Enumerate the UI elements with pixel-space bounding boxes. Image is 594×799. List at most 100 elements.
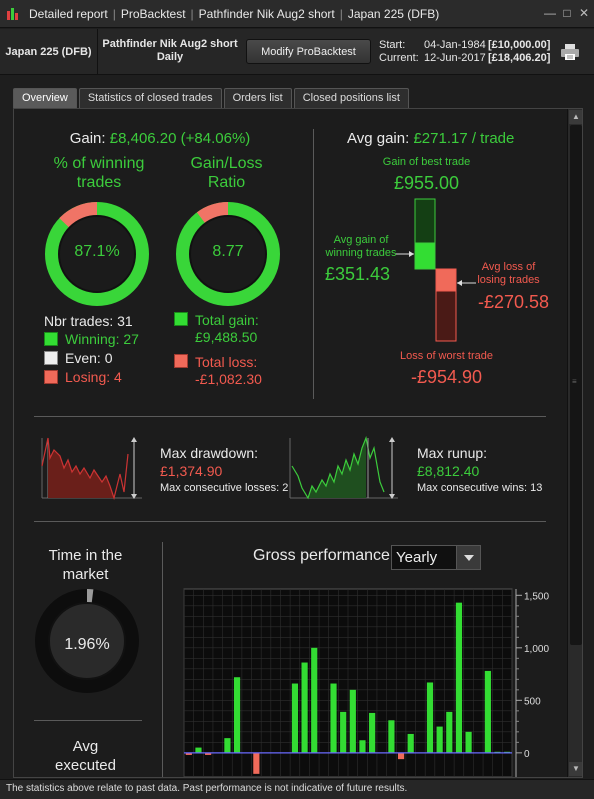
- chart-bar: [205, 752, 212, 755]
- title-strategy: Pathfinder Nik Aug2 short: [198, 6, 335, 21]
- current-label: Current:: [379, 52, 419, 64]
- max-drawdown-label: Max drawdown:: [160, 445, 259, 461]
- winning-swatch: [44, 332, 58, 346]
- gain-summary: Gain: £8,406.20 (+84.06%): [14, 130, 306, 147]
- maximize-icon[interactable]: □: [563, 6, 571, 20]
- chart-bar: [224, 738, 231, 753]
- period-selected: Yearly: [396, 549, 438, 566]
- chart-y-tick-label: 0: [524, 749, 530, 760]
- chart-bar: [195, 747, 202, 753]
- period-select[interactable]: Yearly: [391, 545, 481, 570]
- modify-probacktest-button[interactable]: Modify ProBacktest: [246, 39, 371, 64]
- avg-gain-label: Avg gain:: [347, 130, 410, 147]
- ratio-donut-loss-arc: [196, 202, 229, 224]
- tab-statistics[interactable]: Statistics of closed trades: [78, 88, 222, 108]
- overview-content: Gain: £8,406.20 (+84.06%) % of winning t…: [14, 109, 566, 777]
- avg-loss-label: Avg loss of losing trades: [477, 261, 540, 286]
- overview-panel: Gain: £8,406.20 (+84.06%) % of winning t…: [13, 108, 583, 778]
- chart-bar: [484, 670, 491, 753]
- avg-win-value: £351.43: [325, 264, 391, 284]
- timeframe-label: Daily: [156, 51, 184, 63]
- max-drawdown-value: £1,374.90: [160, 463, 223, 479]
- gross-performance-label: Gross performance: [253, 547, 390, 564]
- gain-label: Gain:: [69, 130, 106, 147]
- title-module: ProBacktest: [120, 6, 186, 21]
- chart-bar: [291, 683, 299, 753]
- chart-bar: [233, 677, 241, 753]
- backtest-info-bar: Japan 225 (DFB) Pathfinder Nik Aug2 shor…: [0, 29, 594, 75]
- max-consecutive-losses: Max consecutive losses: 2: [160, 482, 289, 494]
- ratio-value: 8.77: [212, 243, 244, 260]
- scroll-up-icon[interactable]: ▲: [569, 110, 582, 124]
- gain-loss-ratio-title: Gain/Loss Ratio: [190, 155, 263, 191]
- winning-donut: [45, 202, 149, 306]
- scroll-down-icon[interactable]: ▼: [569, 762, 582, 776]
- close-icon[interactable]: ✕: [578, 6, 590, 20]
- max-consecutive-wins: Max consecutive wins: 13: [417, 482, 543, 494]
- print-icon[interactable]: [560, 43, 580, 61]
- section-divider-3: [34, 720, 142, 721]
- even-count: Even: 0: [65, 350, 113, 366]
- backtest-dates: Start: 04-Jan-1984 [£10,000.00] Current:…: [379, 39, 550, 65]
- strategy-info: Pathfinder Nik Aug2 short Daily: [99, 29, 241, 75]
- chart-bar: [465, 731, 472, 753]
- chart-y-tick-label: 1,000: [524, 644, 549, 655]
- chart-bar: [426, 682, 434, 753]
- time-in-market-title: Time in the market: [48, 547, 123, 583]
- avg-gain-summary: Avg gain: £271.17 / trade: [347, 130, 514, 147]
- current-date: 12-Jun-2017: [424, 52, 486, 64]
- tab-closed-positions[interactable]: Closed positions list: [293, 88, 409, 108]
- chart-y-tick-label: 500: [524, 696, 541, 707]
- gain-value: £8,406.20 (+84.06%): [109, 130, 251, 147]
- chart-bar: [311, 647, 318, 753]
- winning-trades-title: % of winning trades: [53, 155, 145, 191]
- winning-count: Winning: 27: [65, 331, 139, 347]
- chart-bar: [455, 602, 463, 753]
- nbr-trades: Nbr trades: 31: [44, 313, 133, 329]
- chart-bar: [349, 689, 356, 753]
- section-divider-2: [34, 521, 546, 522]
- total-gain: Total gain: £9,488.50: [195, 312, 259, 345]
- chart-bar: [340, 711, 347, 753]
- avg-loss-value: -£270.58: [478, 292, 550, 312]
- instrument-label: Japan 225 (DFB): [0, 29, 98, 75]
- total-loss: Total loss: -£1,082.30: [195, 354, 262, 387]
- time-in-market-donut: [35, 589, 139, 693]
- chart-bar: [407, 733, 414, 753]
- start-capital: [£10,000.00]: [488, 39, 551, 51]
- chart-bar: [301, 662, 308, 753]
- avg-win-label: Avg gain of winning trades: [325, 234, 397, 259]
- drawdown-sparkline: [41, 437, 142, 500]
- winning-pct: 87.1%: [74, 243, 120, 260]
- total-loss-swatch: [174, 354, 188, 368]
- chart-bar: [253, 752, 260, 774]
- max-runup-value: £8,812.40: [417, 463, 480, 479]
- vertical-scrollbar[interactable]: ▲ ≡ ▼: [567, 109, 582, 777]
- chart-bar: [388, 720, 395, 753]
- time-in-market-value: 1.96%: [64, 636, 110, 653]
- section-divider-1: [34, 416, 546, 417]
- chart-bar: [446, 711, 453, 753]
- scroll-grip-icon: ≡: [572, 377, 577, 386]
- tab-bar: Overview Statistics of closed trades Ord…: [13, 88, 411, 108]
- title-instrument: Japan 225 (DFB): [347, 6, 440, 21]
- gross-performance-chart: 0 500 1,000 1,500: [183, 588, 549, 777]
- worst-trade-label: Loss of worst trade: [400, 350, 493, 362]
- trade-range-graphic: [396, 198, 476, 342]
- chevron-down-icon[interactable]: [456, 546, 480, 569]
- winning-donut-loss-arc: [59, 202, 98, 229]
- chart-bar: [359, 740, 366, 753]
- chart-bar: [330, 683, 337, 753]
- tab-overview[interactable]: Overview: [13, 88, 77, 108]
- minimize-icon[interactable]: —: [544, 6, 556, 20]
- best-trade-value: £955.00: [393, 173, 460, 193]
- scroll-thumb[interactable]: [570, 125, 582, 645]
- candlestick-app-icon: [6, 7, 20, 21]
- avg-executed-title: Avg executed: [55, 738, 116, 774]
- runup-sparkline: [289, 436, 398, 500]
- chart-bar: [369, 712, 376, 753]
- total-gain-swatch: [174, 312, 188, 326]
- worst-trade-value: -£954.90: [410, 367, 483, 387]
- tab-orders-list[interactable]: Orders list: [223, 88, 292, 108]
- losing-swatch: [44, 370, 58, 384]
